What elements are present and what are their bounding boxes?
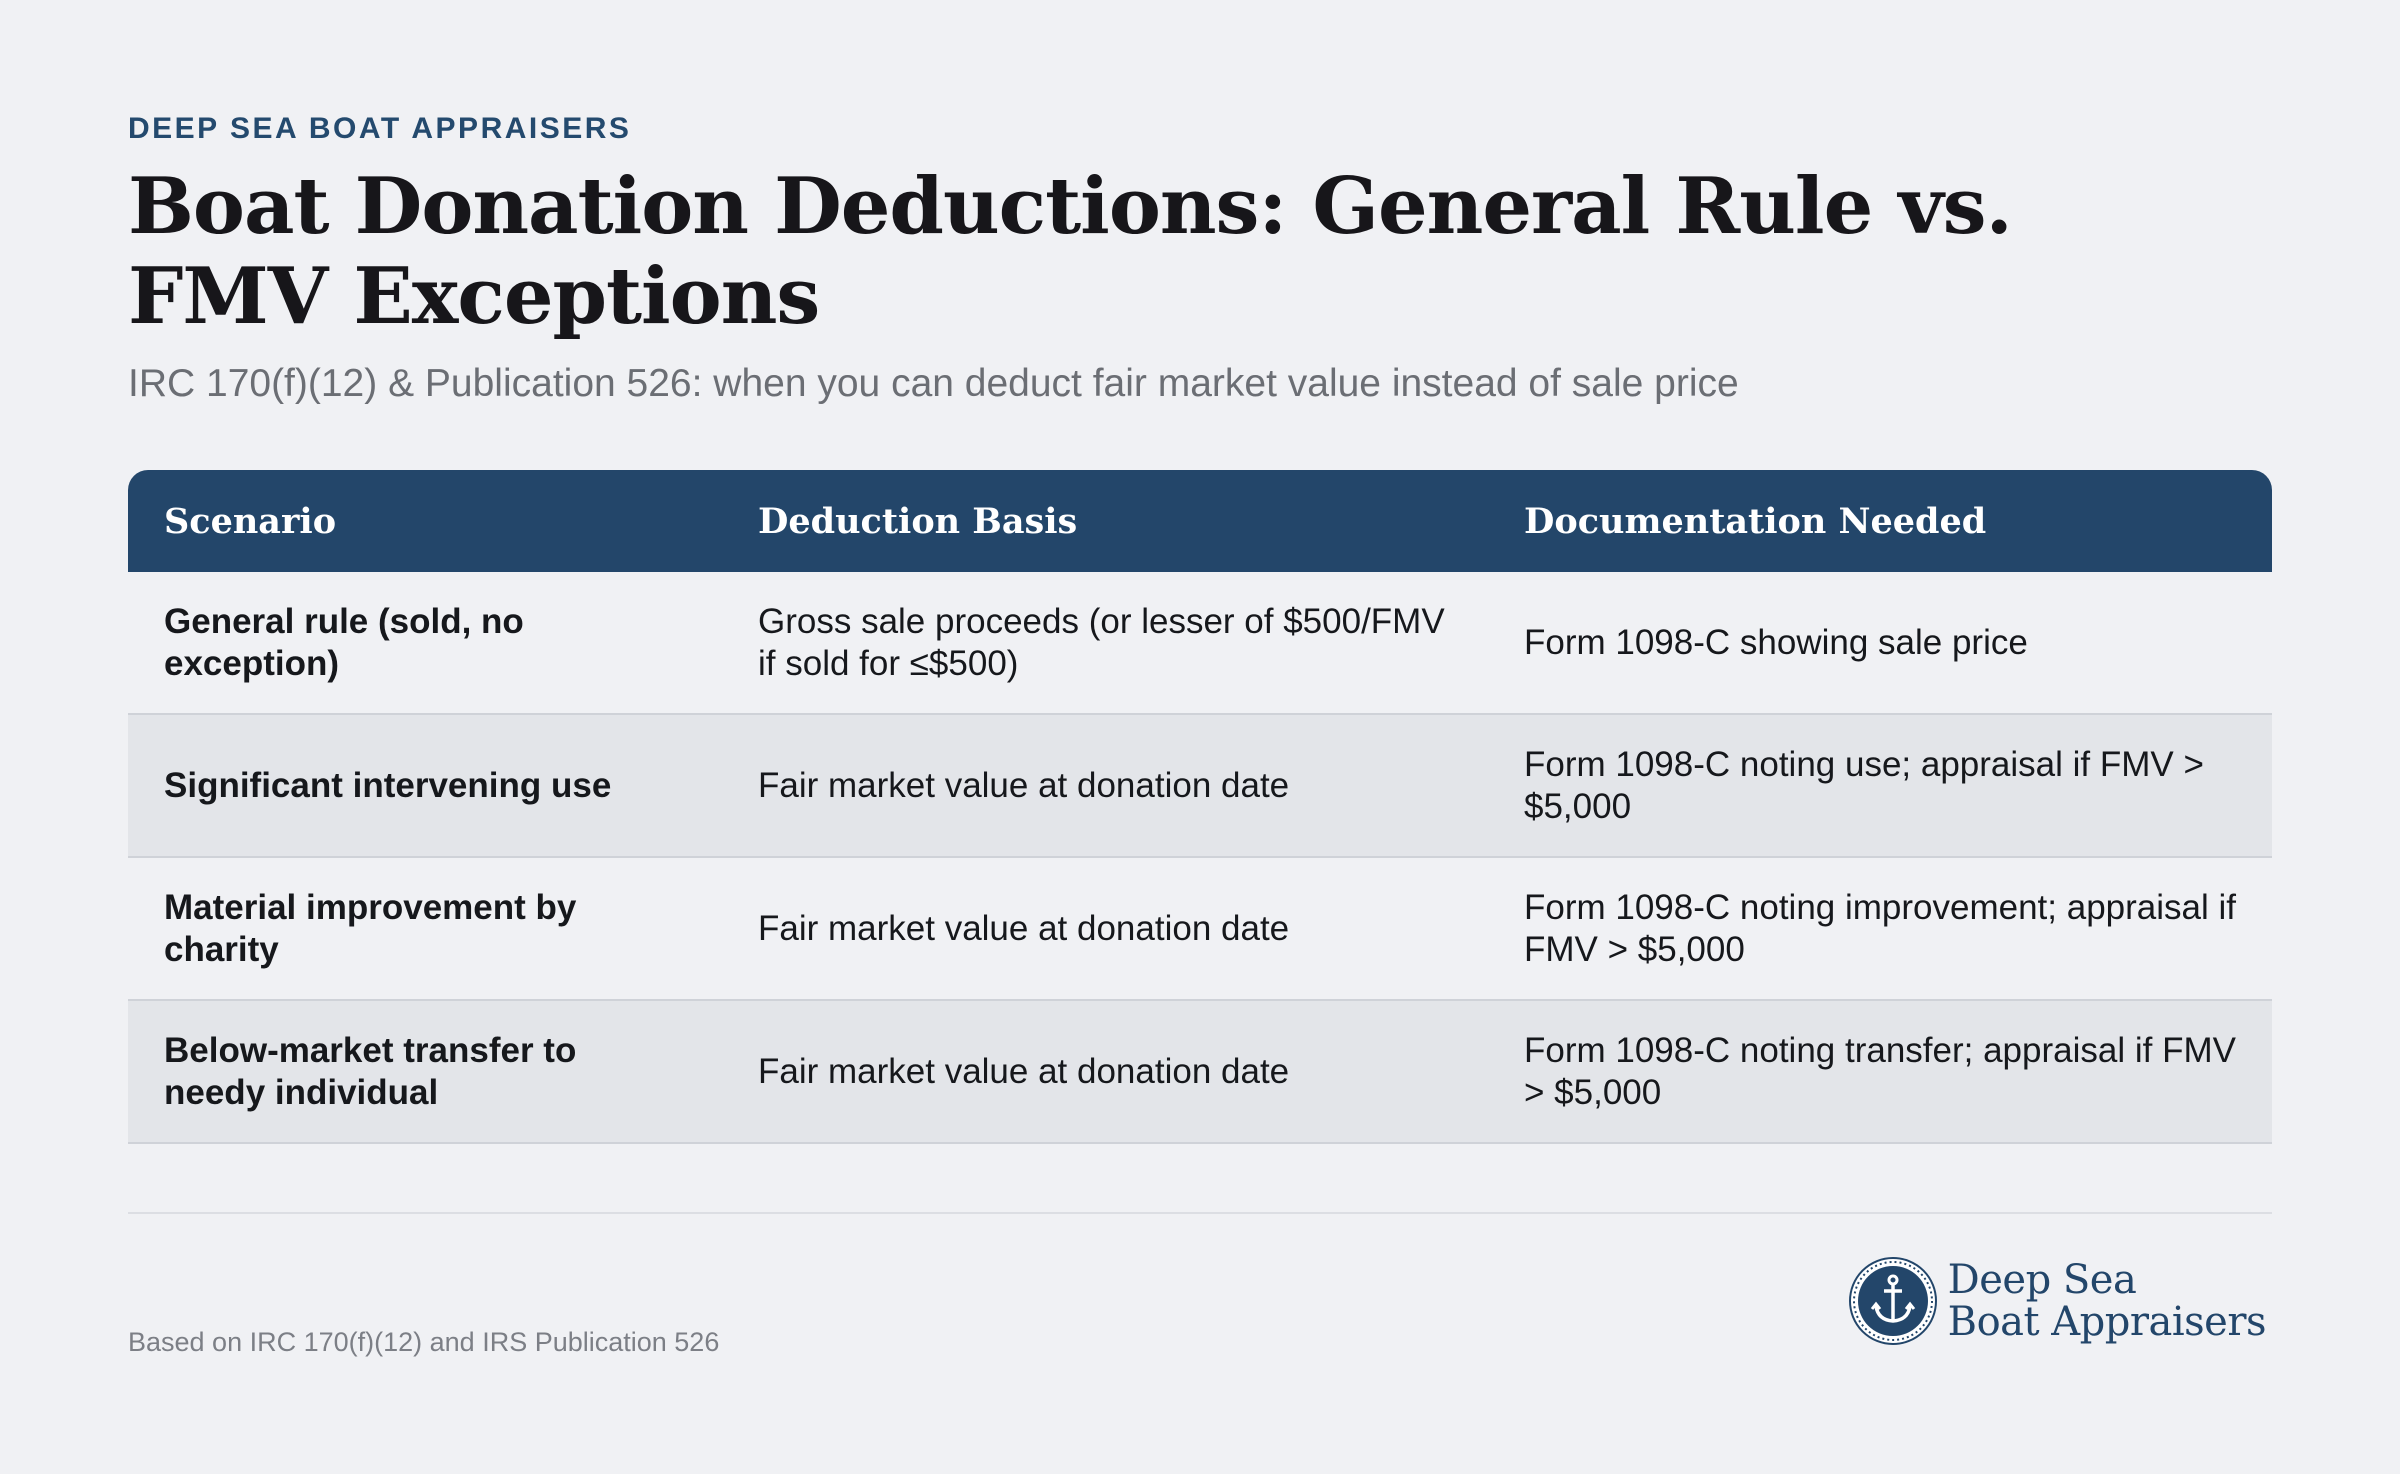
logo-wordmark: Deep Sea Boat Appraisers [1947, 1257, 2267, 1345]
table-row: Below-market transfer to needy individua… [128, 1000, 2272, 1144]
table-row: General rule (sold, no exception) Gross … [128, 572, 2272, 715]
brand-logo: Deep Sea Boat Appraisers [1848, 1256, 2267, 1346]
page-subtitle: IRC 170(f)(12) & Publication 526: when y… [128, 362, 1739, 405]
logo-line-1: Deep Sea [1947, 1257, 2137, 1303]
column-header-documentation: Documentation Needed [1524, 500, 1987, 542]
deduction-table: Scenario Deduction Basis Documentation N… [128, 470, 2272, 1144]
documentation-cell: Form 1098-C showing sale price [1488, 572, 2272, 715]
documentation-cell: Form 1098-C noting use; appraisal if FMV… [1488, 714, 2272, 858]
brand-eyebrow: DEEP SEA BOAT APPRAISERS [128, 112, 632, 145]
scenario-cell: Below-market transfer to needy individua… [128, 1000, 722, 1144]
deduction-basis-cell: Fair market value at donation date [722, 857, 1488, 1001]
documentation-cell: Form 1098-C noting transfer; appraisal i… [1488, 1000, 2272, 1144]
table-header-row: Scenario Deduction Basis Documentation N… [128, 470, 2272, 572]
scenario-cell: Significant intervening use [128, 714, 722, 858]
logo-line-2: Boat Appraisers [1947, 1299, 2267, 1345]
source-footnote: Based on IRC 170(f)(12) and IRS Publicat… [128, 1327, 720, 1357]
scenario-cell: Material improvement by charity [128, 857, 722, 1001]
deduction-table-container: Scenario Deduction Basis Documentation N… [128, 470, 2272, 1144]
column-header-deduction-basis: Deduction Basis [758, 500, 1078, 542]
table-row: Material improvement by charity Fair mar… [128, 857, 2272, 1001]
footer-divider [128, 1212, 2272, 1214]
deduction-basis-cell: Fair market value at donation date [722, 714, 1488, 858]
scenario-cell: General rule (sold, no exception) [128, 572, 722, 715]
deduction-basis-cell: Fair market value at donation date [722, 1000, 1488, 1144]
page: DEEP SEA BOAT APPRAISERS Boat Donation D… [128, 0, 2272, 1474]
anchor-icon [1848, 1257, 1937, 1345]
documentation-cell: Form 1098-C noting improvement; appraisa… [1488, 857, 2272, 1001]
page-title: Boat Donation Deductions: General Rule v… [128, 161, 2013, 342]
table-row: Significant intervening use Fair market … [128, 714, 2272, 858]
deduction-basis-cell: Gross sale proceeds (or lesser of $500/F… [722, 572, 1488, 715]
column-header-scenario: Scenario [164, 500, 337, 542]
